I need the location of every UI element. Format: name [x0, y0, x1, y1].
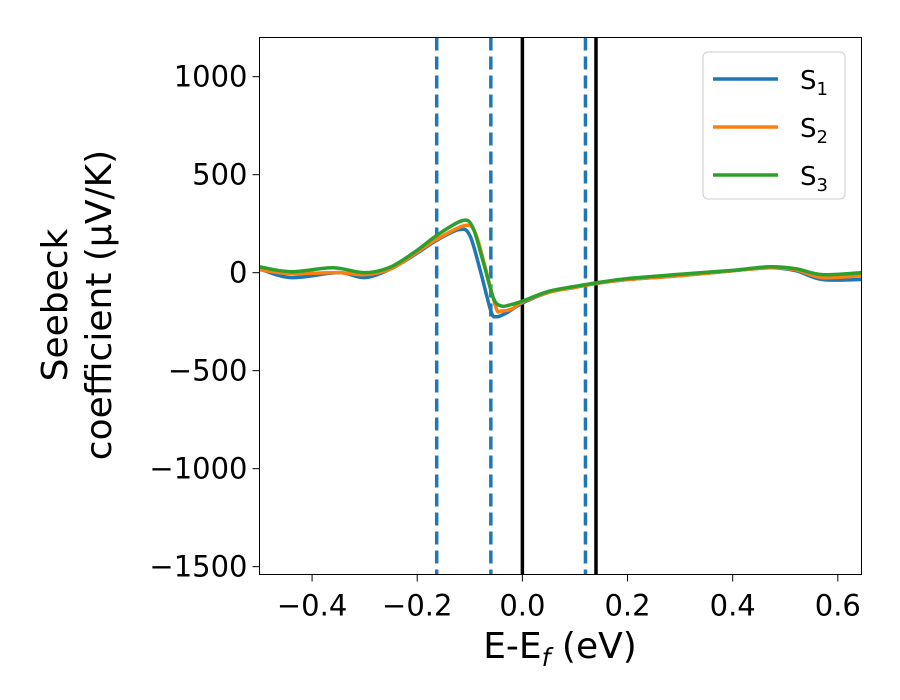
y-tick-label: −1500: [149, 550, 247, 584]
x-tick-label: −0.4: [277, 589, 347, 623]
series-line-S3: [259, 218, 862, 309]
plot-frame: [259, 37, 862, 575]
legend-label-S2: S2: [800, 114, 828, 148]
y-tick-label: 0: [229, 256, 247, 290]
legend-label-S1: S1: [800, 66, 828, 100]
y-tick-label: 500: [192, 158, 247, 192]
x-tick-label: 0.6: [815, 589, 861, 623]
x-tick-label: −0.2: [382, 589, 452, 623]
y-tick-label: −1000: [149, 452, 247, 486]
x-tick-label: 0.2: [604, 589, 650, 623]
y-axis-label-line2: coefficient (μV/K): [79, 150, 120, 460]
y-tick-label: −500: [168, 354, 248, 388]
x-tick-label: 0.0: [499, 589, 545, 623]
legend-label-S3: S3: [800, 162, 828, 196]
x-axis-label: E-Ef (eV): [483, 626, 637, 672]
legend: S1 S2 S3: [702, 51, 846, 200]
y-axis-label-line1: Seebeck: [35, 228, 76, 381]
x-tick-label: 0.4: [710, 589, 756, 623]
y-tick-label: 1000: [174, 60, 248, 94]
